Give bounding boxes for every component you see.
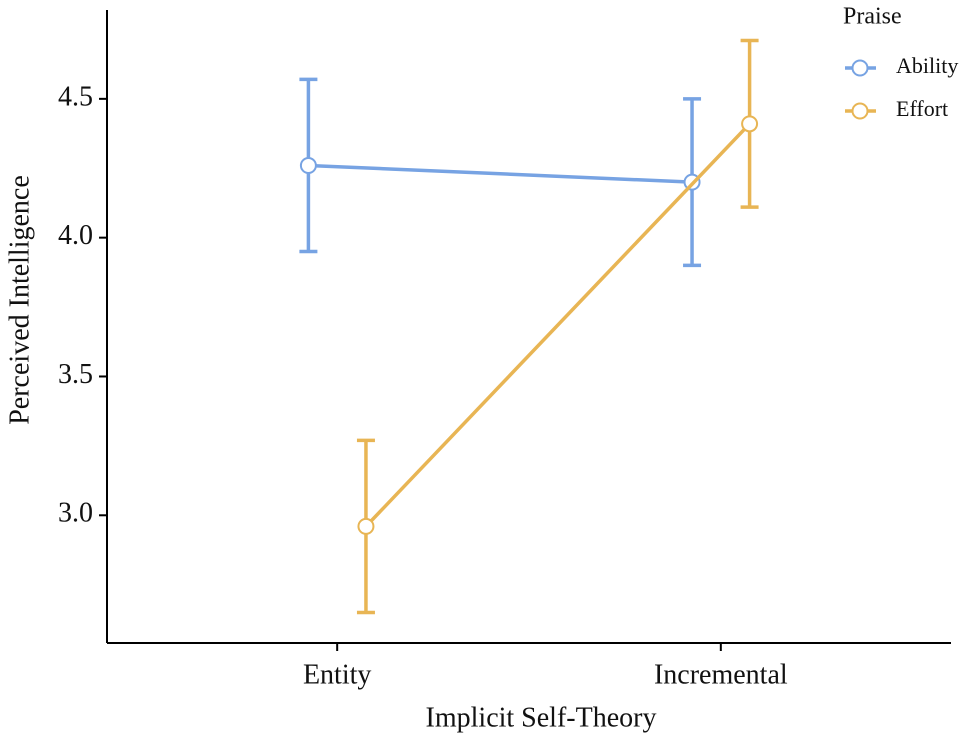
- legend-label: Ability: [896, 53, 958, 78]
- series-line: [308, 163, 693, 184]
- x-tick-label: Incremental: [654, 659, 788, 690]
- point: [357, 517, 375, 535]
- point: [741, 115, 759, 133]
- x-axis-label: Implicit Self-Theory: [426, 702, 657, 733]
- legend-label: Effort: [896, 96, 948, 121]
- legend-point: [851, 59, 869, 77]
- y-tick-label: 4.0: [58, 220, 93, 251]
- legend-title: Praise: [843, 4, 902, 30]
- x-tick-label: Entity: [303, 659, 371, 690]
- y-axis-label: Perceived Intelligence: [4, 175, 35, 425]
- y-tick-label: 3.5: [58, 359, 93, 390]
- y-tick-label: 3.0: [58, 498, 93, 529]
- y-tick-label: 4.5: [58, 81, 93, 112]
- series-line: [364, 122, 751, 528]
- point: [299, 156, 317, 174]
- legend-point: [851, 102, 869, 120]
